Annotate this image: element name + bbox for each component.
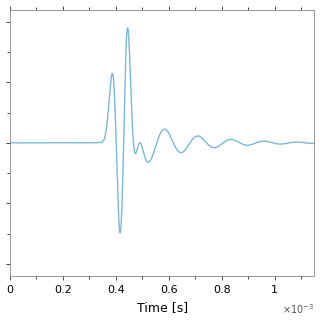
X-axis label: Time [s]: Time [s] (137, 300, 188, 314)
Text: $\times10^{-3}$: $\times10^{-3}$ (282, 303, 315, 316)
